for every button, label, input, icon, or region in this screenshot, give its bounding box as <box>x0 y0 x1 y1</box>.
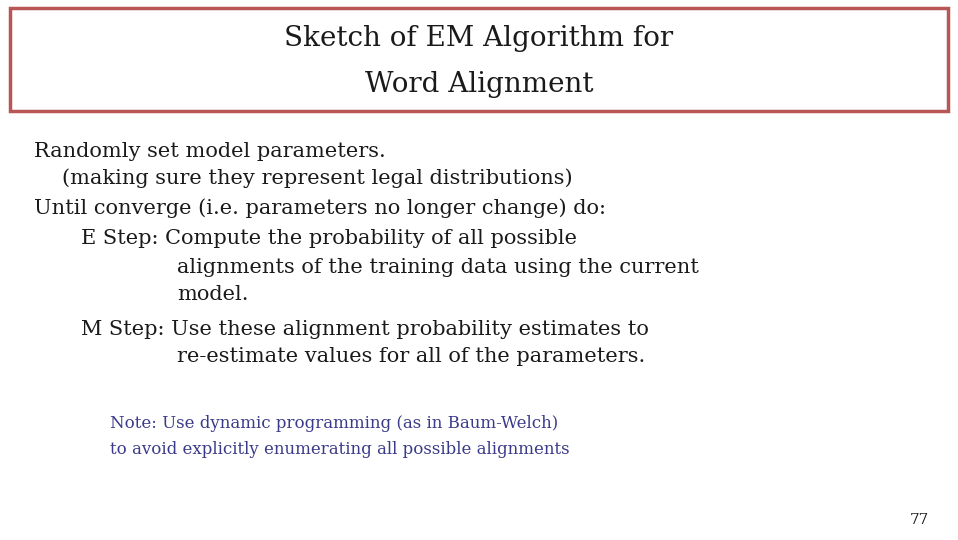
Text: 77: 77 <box>910 512 929 526</box>
Text: M Step: Use these alignment probability estimates to: M Step: Use these alignment probability … <box>81 320 650 339</box>
Text: Word Alignment: Word Alignment <box>365 71 593 98</box>
Text: model.: model. <box>177 285 249 304</box>
Text: re-estimate values for all of the parameters.: re-estimate values for all of the parame… <box>177 347 646 366</box>
Text: Note: Use dynamic programming (as in Baum-Welch): Note: Use dynamic programming (as in Bau… <box>110 415 559 433</box>
FancyBboxPatch shape <box>10 8 948 111</box>
Text: Sketch of EM Algorithm for: Sketch of EM Algorithm for <box>285 25 673 52</box>
Text: (making sure they represent legal distributions): (making sure they represent legal distri… <box>62 168 573 188</box>
Text: Until converge (i.e. parameters no longer change) do:: Until converge (i.e. parameters no longe… <box>34 198 605 218</box>
Text: E Step: Compute the probability of all possible: E Step: Compute the probability of all p… <box>81 229 578 248</box>
Text: to avoid explicitly enumerating all possible alignments: to avoid explicitly enumerating all poss… <box>110 441 570 458</box>
Text: alignments of the training data using the current: alignments of the training data using th… <box>177 258 699 277</box>
Text: Randomly set model parameters.: Randomly set model parameters. <box>34 141 385 161</box>
